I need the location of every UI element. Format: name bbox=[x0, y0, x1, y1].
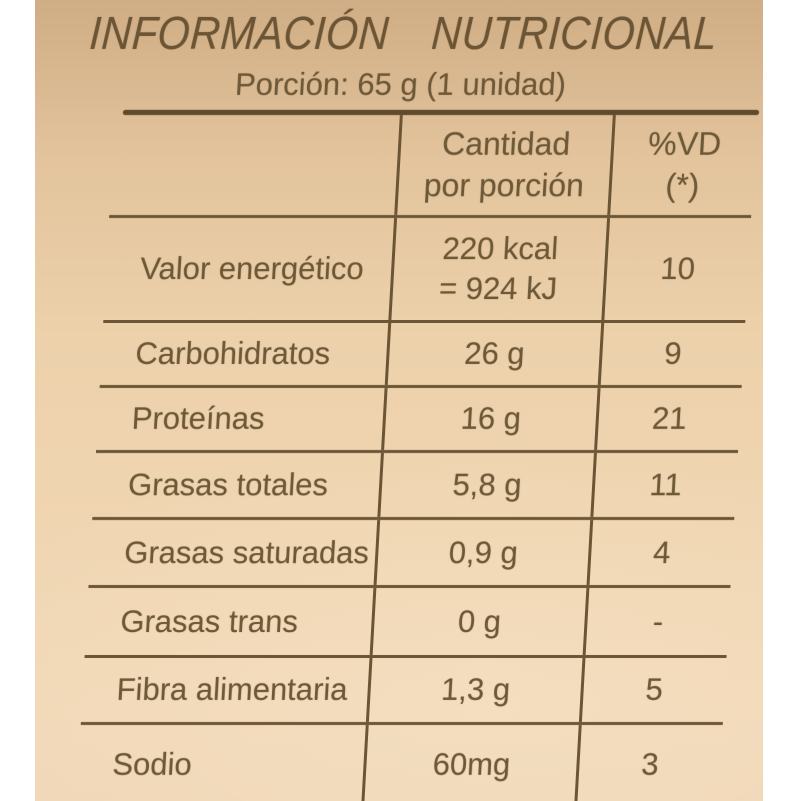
nutrient-name: Grasas trans bbox=[119, 603, 299, 639]
amount-cell: 220 kcal = 924 kJ bbox=[388, 218, 608, 320]
amount-cell: 5,8 g bbox=[377, 453, 594, 517]
nutrient-name-cell: Proteínas bbox=[96, 388, 384, 450]
table-header-row: Cantidad por porción %VD (*) bbox=[109, 115, 757, 218]
nutrient-name: Valor energético bbox=[139, 251, 365, 286]
nutrient-name: Grasas saturadas bbox=[123, 534, 371, 570]
amount-value: 26 g bbox=[463, 336, 526, 371]
nutrient-name: Fibra alimentaria bbox=[115, 672, 349, 707]
daily-value: 10 bbox=[659, 251, 696, 286]
nutrient-row: Grasas saturadas 0,9 g 4 bbox=[88, 520, 735, 588]
nutrient-row: Valor energético 220 kcal = 924 kJ 10 bbox=[103, 218, 752, 323]
nutrition-table: Cantidad por porción %VD (*) Valor energ… bbox=[76, 110, 760, 801]
nutrient-row: Proteínas 16 g 21 bbox=[95, 388, 742, 453]
nutrient-name-cell: Grasas trans bbox=[85, 588, 374, 655]
daily-value-cell: 10 bbox=[601, 218, 752, 320]
amount-value: 0,9 g bbox=[447, 534, 519, 570]
amount-value: 1,3 g bbox=[440, 672, 512, 707]
amount-value: 0 g bbox=[457, 603, 503, 639]
amount-cell: 0,9 g bbox=[373, 520, 591, 585]
table-rows: Cantidad por porción %VD (*) Valor energ… bbox=[76, 115, 757, 801]
daily-value: 21 bbox=[651, 401, 688, 436]
daily-value: 3 bbox=[640, 746, 660, 782]
nutrient-name: Carbohidratos bbox=[134, 336, 332, 371]
daily-value-cell: 21 bbox=[594, 388, 742, 450]
nutrient-name-cell: Fibra alimentaria bbox=[81, 658, 370, 722]
nutrient-row: Grasas totales 5,8 g 11 bbox=[92, 453, 738, 520]
nutrient-name-cell: Sodio bbox=[76, 725, 365, 801]
nutrient-name: Sodio bbox=[111, 746, 193, 782]
amount-value: 5,8 g bbox=[451, 467, 523, 502]
header-dv-line2: (*) bbox=[664, 167, 701, 203]
nutrient-name-cell: Grasas totales bbox=[92, 453, 381, 517]
daily-value: - bbox=[651, 603, 665, 639]
amount-cell: 60mg bbox=[361, 725, 579, 801]
header-amount-line1: Cantidad bbox=[441, 126, 572, 162]
amount-value: 60mg bbox=[431, 746, 512, 782]
nutrient-name: Proteínas bbox=[130, 401, 266, 436]
daily-value: 4 bbox=[652, 534, 672, 570]
daily-value-cell: 5 bbox=[578, 658, 727, 722]
nutrient-name-cell: Valor energético bbox=[103, 218, 394, 320]
header-dv-cell: %VD (*) bbox=[607, 115, 757, 215]
amount-cell: 0 g bbox=[369, 588, 587, 655]
daily-value-cell: 4 bbox=[586, 520, 735, 585]
daily-value: 5 bbox=[644, 672, 664, 707]
amount-cell: 26 g bbox=[384, 323, 602, 385]
nutrient-name-cell: Grasas saturadas bbox=[89, 520, 378, 585]
header-amount-line2: por porción bbox=[422, 167, 585, 203]
nutrient-row: Sodio 60mg 3 bbox=[76, 725, 723, 801]
amount-cell: 1,3 g bbox=[365, 658, 583, 722]
daily-value-cell: 3 bbox=[574, 725, 723, 801]
amount-value: 16 g bbox=[459, 401, 523, 436]
amount-value: 220 kcal bbox=[441, 231, 560, 266]
portion-line: Porción: 65 g (1 unidad) bbox=[234, 67, 567, 102]
header-nutrient-cell bbox=[109, 115, 400, 215]
amount-value-line2: = 924 kJ bbox=[438, 271, 559, 306]
daily-value-cell: - bbox=[582, 588, 731, 655]
daily-value: 9 bbox=[663, 336, 683, 371]
daily-value-cell: 9 bbox=[597, 323, 746, 385]
label-title: INFORMACIÓN NUTRICIONAL bbox=[88, 7, 719, 59]
nutrient-row: Grasas trans 0 g - bbox=[84, 588, 731, 658]
daily-value: 11 bbox=[648, 467, 683, 502]
amount-cell: 16 g bbox=[381, 388, 598, 450]
nutrition-label: INFORMACIÓN NUTRICIONAL Porción: 65 g (1… bbox=[35, 0, 763, 801]
nutrient-row: Carbohidratos 26 g 9 bbox=[99, 323, 746, 388]
nutrient-row: Fibra alimentaria 1,3 g 5 bbox=[80, 658, 727, 725]
header-dv-line1: %VD bbox=[647, 126, 723, 162]
label-content: INFORMACIÓN NUTRICIONAL Porción: 65 g (1… bbox=[35, 0, 763, 801]
header-amount-cell: Cantidad por porción bbox=[394, 115, 613, 215]
nutrient-name-cell: Carbohidratos bbox=[100, 323, 388, 385]
table-body: Valor energético 220 kcal = 924 kJ 10 Carboh… bbox=[76, 218, 752, 801]
daily-value-cell: 11 bbox=[590, 453, 738, 517]
nutrient-name: Grasas totales bbox=[127, 467, 330, 502]
